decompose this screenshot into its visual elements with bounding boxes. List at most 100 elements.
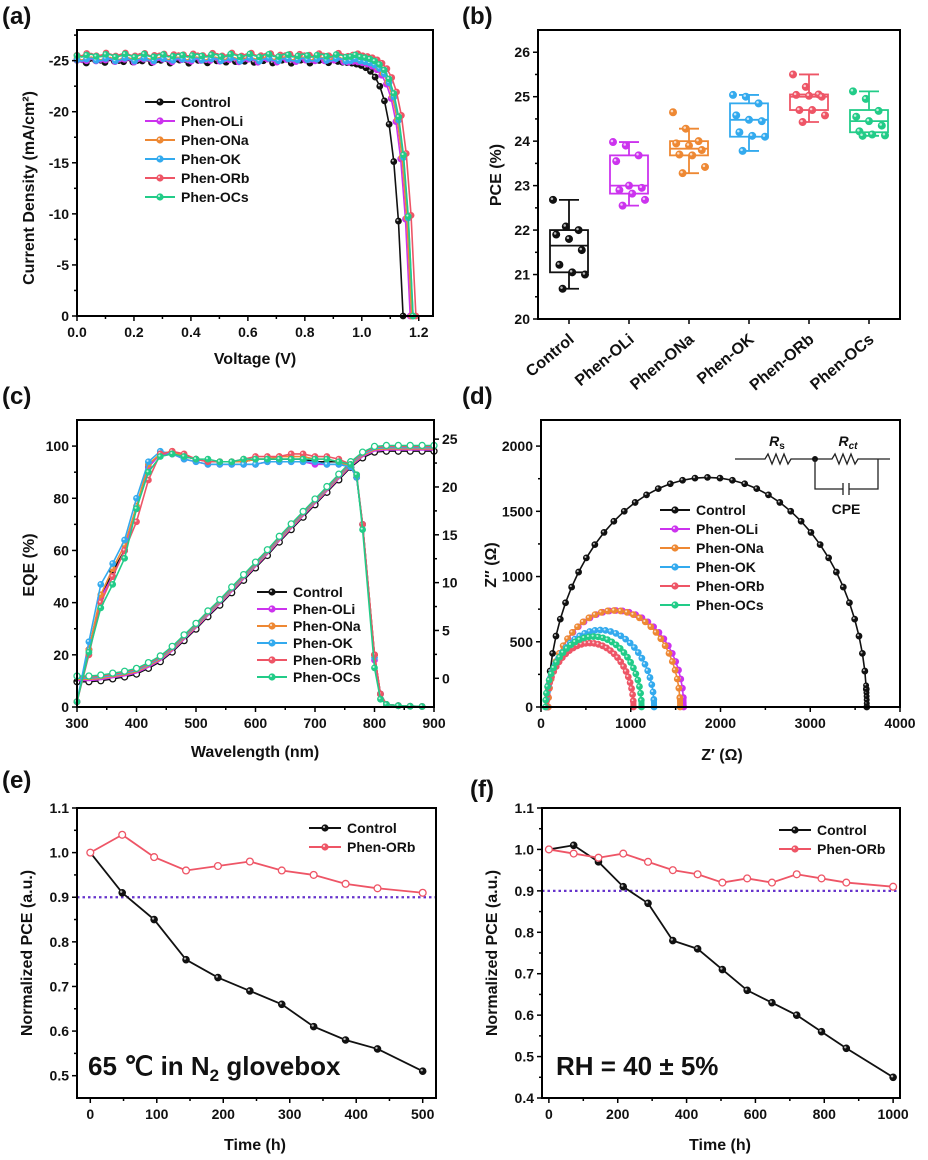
data-point-highlight (573, 639, 576, 643)
data-point-highlight (180, 53, 183, 56)
data-point-highlight (372, 665, 375, 669)
data-point-highlight (584, 555, 587, 559)
legend-marker (671, 601, 679, 609)
data-point-highlight (387, 77, 390, 80)
x-tick-label: 600 (744, 1106, 768, 1122)
data-point (801, 82, 810, 91)
box-phen-ona (669, 108, 710, 178)
data-point (671, 666, 679, 674)
panel-label: (c) (2, 383, 31, 410)
data-point-highlight (749, 133, 753, 136)
data-point-highlight (582, 272, 586, 275)
data-point-highlight (639, 656, 643, 659)
data-point (669, 108, 678, 117)
data-point (716, 474, 724, 482)
x-tick-label: 2000 (705, 715, 736, 731)
y-tick-label: 0.7 (515, 966, 535, 982)
data-point-highlight (600, 643, 603, 646)
data-point (568, 583, 576, 591)
data-point-highlight (571, 843, 574, 846)
data-point-highlight (618, 646, 621, 649)
legend-label: Control (817, 822, 867, 838)
data-point (678, 169, 687, 178)
data-point-highlight (618, 608, 621, 612)
data-point-highlight (628, 680, 631, 683)
legend-label: Control (347, 820, 397, 836)
data-point-highlight (401, 152, 404, 156)
box-control (549, 195, 590, 293)
data-point-highlight (554, 634, 557, 637)
data-point (263, 546, 272, 554)
panel-e-stability: (e) 0 100 200 300 400 500 0.5 0.6 0.7 0.8 0.9 1.0 1.1… (2, 767, 437, 1154)
data-point-highlight (853, 114, 857, 117)
series-line (76, 450, 423, 708)
data-point (668, 866, 677, 875)
data-point (382, 441, 391, 450)
data-point-highlight (98, 600, 101, 603)
data-point (881, 131, 890, 140)
legend-item: Control (257, 584, 343, 600)
legend-marker (156, 193, 164, 201)
legend-marker (321, 824, 329, 832)
legend-marker-highlight (792, 846, 796, 850)
y-tick-label: 23 (514, 178, 530, 194)
data-point (377, 695, 384, 703)
data-point (395, 113, 403, 121)
data-point-highlight (577, 637, 580, 640)
data-point (604, 607, 612, 615)
data-point-highlight (696, 138, 699, 142)
data-point-highlight (94, 54, 97, 57)
y-tick-label: 21 (514, 267, 530, 283)
data-point-highlight (850, 89, 854, 92)
data-point (256, 53, 263, 61)
data-point-highlight (730, 478, 733, 481)
data-point-highlight (122, 538, 125, 541)
data-point-highlight (621, 664, 624, 667)
data-point-highlight (857, 129, 860, 132)
data-point (83, 51, 91, 59)
data-point-highlight (766, 492, 769, 496)
data-point (341, 1036, 350, 1044)
legend-marker-highlight (157, 118, 161, 122)
data-point (619, 882, 628, 891)
data-point-highlight (794, 1012, 797, 1016)
data-point-highlight (643, 619, 646, 623)
data-point (192, 619, 200, 628)
data-point (287, 520, 295, 528)
legend-label: Phen-ORb (181, 170, 249, 186)
series-control (545, 841, 897, 1082)
x-tick-label: 700 (303, 715, 327, 731)
panel-a-jv-curve: (a) 0.0 0.2 0.4 0.6 0.8 1.0 1.2 0 -5 -10 -15 -20 -25 V… (2, 3, 434, 368)
data-point (376, 61, 383, 68)
annotation-tail: glovebox (219, 1051, 341, 1081)
x-tick-label: 1000 (615, 715, 646, 731)
data-point-highlight (354, 472, 357, 475)
data-point-highlight (267, 52, 270, 55)
data-point-highlight (631, 612, 634, 615)
data-point (277, 866, 286, 875)
data-point-highlight (171, 54, 174, 57)
data-point-highlight (730, 92, 734, 96)
data-point-highlight (673, 668, 676, 671)
series-line (76, 56, 413, 317)
data-point (643, 857, 653, 866)
panel-label: (d) (462, 383, 493, 410)
data-point (358, 448, 367, 456)
data-point (868, 130, 877, 139)
y-tick-label: 0 (61, 699, 69, 715)
panel-d-nyquist: (d) 0 1000 2000 3000 4000 0 500 1000 1500 2000 Z′ (… (462, 383, 916, 764)
data-point-highlight (862, 669, 865, 672)
legend-marker (671, 563, 679, 571)
cpe-label: CPE (832, 501, 861, 517)
data-point-highlight (134, 519, 137, 522)
data-point-highlight (733, 113, 737, 116)
data-point-highlight (645, 668, 648, 671)
data-point (669, 936, 677, 945)
data-point (102, 50, 110, 58)
data-point-highlight (626, 674, 629, 678)
data-point (637, 689, 644, 697)
data-point-highlight (134, 506, 137, 509)
data-point (842, 878, 851, 887)
data-point (792, 90, 801, 99)
data-point (120, 667, 129, 675)
